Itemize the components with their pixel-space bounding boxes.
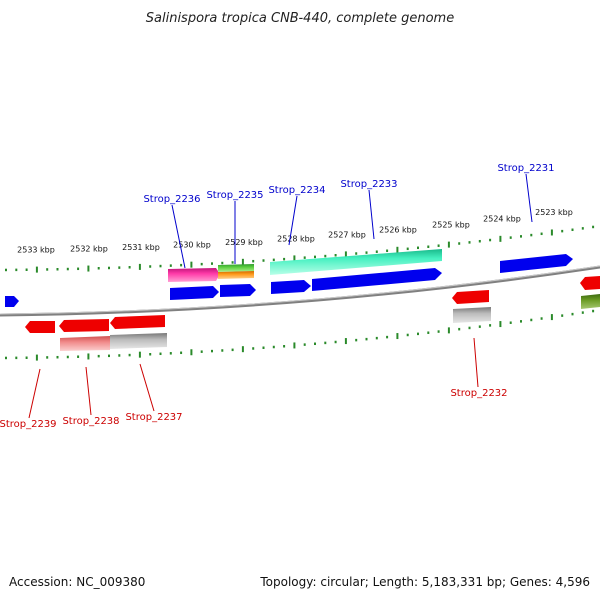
topology-text: Topology: circular; Length: 5,183,331 bp… xyxy=(259,575,590,589)
leader-line xyxy=(171,204,186,269)
leader-line xyxy=(85,366,92,416)
feature-block-lightred xyxy=(60,336,110,351)
position-label: 2531 kbp xyxy=(122,243,160,252)
forward-genes xyxy=(5,254,573,307)
feature-block-olive xyxy=(581,294,600,309)
feature-block-gray xyxy=(110,333,167,349)
position-label: 2530 kbp xyxy=(173,241,211,250)
feature-block-orange xyxy=(218,271,254,279)
gene-arrow[interactable] xyxy=(110,315,165,329)
reverse-tick-track xyxy=(5,309,595,361)
feature-track-bottom xyxy=(60,307,491,351)
gene-label[interactable]: Strop_2231 xyxy=(497,163,554,174)
position-labels: 2533 kbp 2532 kbp 2531 kbp 2530 kbp 2529 kbp… xyxy=(17,208,573,254)
gene-label[interactable]: Strop_2235 xyxy=(206,190,263,201)
gene-label[interactable]: Strop_2236 xyxy=(143,194,200,205)
feature-block-pink xyxy=(168,268,220,282)
gene-arrow[interactable] xyxy=(271,280,311,294)
feature-block-gray xyxy=(453,307,491,323)
gene-arrow[interactable] xyxy=(452,290,489,304)
gene-arrow[interactable] xyxy=(59,319,109,332)
genome-backbone xyxy=(0,265,600,317)
leader-line xyxy=(368,189,375,240)
map-title: Salinispora tropica CNB-440, complete ge… xyxy=(146,11,454,26)
reverse-genes xyxy=(25,276,600,333)
gene-label[interactable]: Strop_2232 xyxy=(450,388,507,399)
gene-arrow[interactable] xyxy=(500,254,573,273)
gene-label[interactable]: Strop_2237 xyxy=(125,412,182,423)
accession-text: Accession: NC_009380 xyxy=(9,575,145,589)
leader-line xyxy=(28,368,41,419)
gene-arrow[interactable] xyxy=(25,321,55,333)
gene-label[interactable]: Strop_2238 xyxy=(62,416,119,427)
gene-label[interactable]: Strop_2233 xyxy=(340,179,397,190)
feature-track-top xyxy=(168,249,600,309)
leader-line xyxy=(473,337,479,388)
leader-line xyxy=(139,363,155,412)
feature-block-mint xyxy=(270,249,442,275)
gene-labels: Strop_2236 Strop_2235 Strop_2234 Strop_2233… xyxy=(0,163,555,430)
position-label: 2523 kbp xyxy=(535,208,573,217)
leader-line xyxy=(288,195,298,246)
position-label: 2525 kbp xyxy=(432,220,470,229)
gene-label[interactable]: Strop_2239 xyxy=(0,419,57,430)
position-label: 2524 kbp xyxy=(483,215,521,224)
gene-arrow[interactable] xyxy=(580,276,600,290)
genome-backbone-highlight xyxy=(0,265,600,315)
leader-line xyxy=(525,173,533,223)
position-label: 2533 kbp xyxy=(17,246,55,255)
gene-arrow[interactable] xyxy=(220,284,256,297)
gene-label[interactable]: Strop_2234 xyxy=(268,185,325,196)
position-label: 2528 kbp xyxy=(277,234,315,243)
position-label: 2529 kbp xyxy=(225,238,263,247)
position-label: 2532 kbp xyxy=(70,245,108,254)
position-label: 2527 kbp xyxy=(328,230,366,239)
gene-arrow[interactable] xyxy=(312,268,442,291)
gene-arrow[interactable] xyxy=(170,286,219,300)
feature-block-green xyxy=(218,264,254,272)
position-label: 2526 kbp xyxy=(379,226,417,235)
gene-arrow[interactable] xyxy=(5,296,19,307)
